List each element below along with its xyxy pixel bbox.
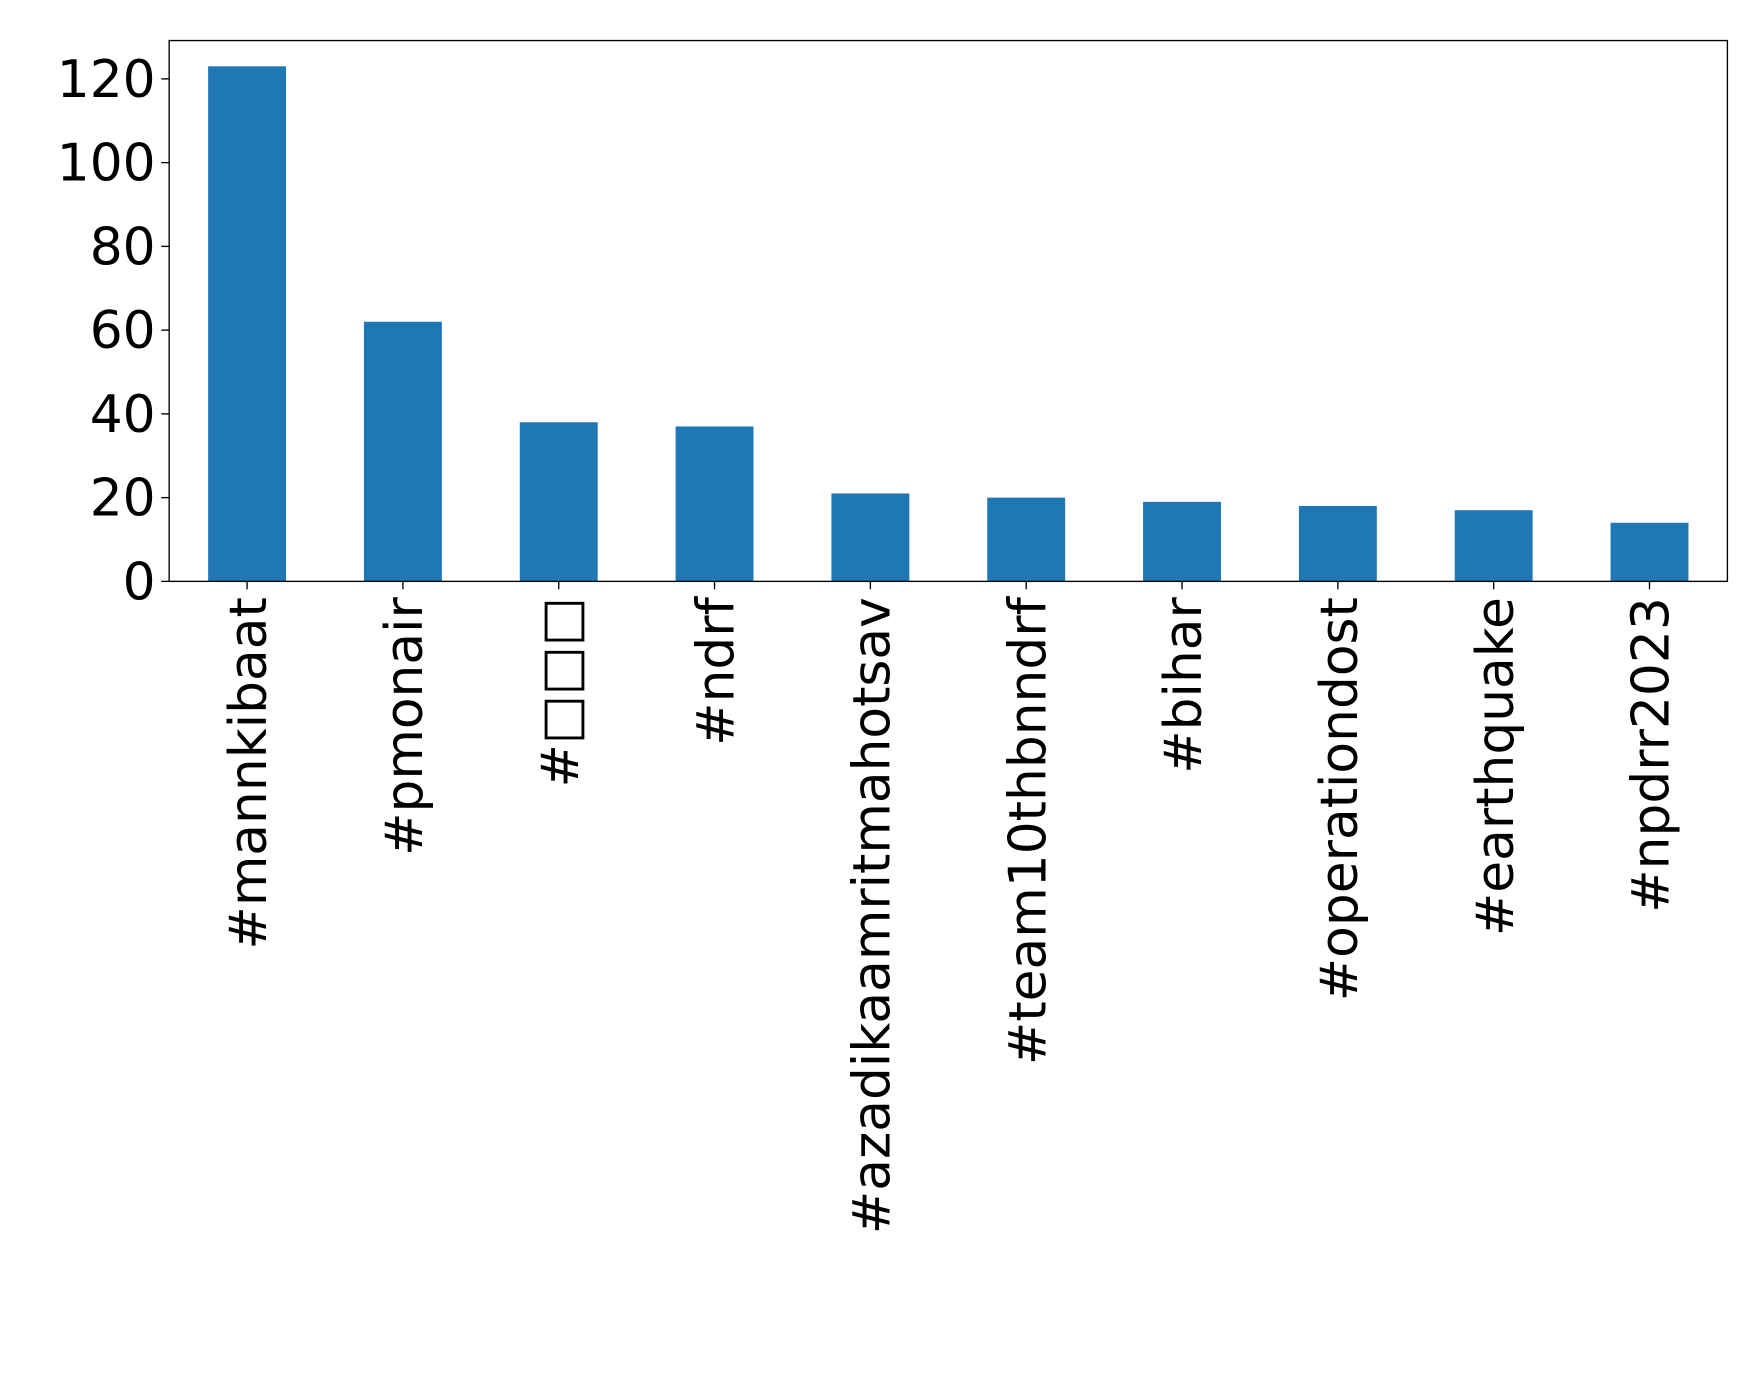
bar [208, 66, 287, 582]
x-tick-label: #npdrr2023 [1622, 597, 1682, 913]
y-tick-label: 100 [57, 134, 156, 194]
x-tick-label: #bihar [1154, 596, 1214, 773]
x-tick-label: #earthquake [1466, 597, 1526, 936]
bar [1143, 501, 1221, 582]
x-tick-label: #azadikaamritmahotsav [843, 597, 903, 1234]
x-tick-label: #□□□ [531, 597, 591, 787]
y-tick-label: 120 [57, 50, 156, 110]
plot-frame [168, 39, 1729, 583]
y-tick-label: 0 [123, 552, 156, 612]
bar [1610, 522, 1689, 582]
x-tick-label: #team10thbnndrf [998, 595, 1058, 1065]
y-tick-label: 40 [90, 385, 156, 445]
bar [675, 426, 754, 582]
bar [987, 497, 1066, 582]
x-tick-label: #pmonair [375, 596, 435, 855]
x-tick-label: #mannkibaat [219, 597, 279, 949]
y-tick-label: 80 [90, 217, 156, 277]
bar [363, 321, 442, 582]
x-tick-label: #ndrf [687, 595, 747, 745]
bar [831, 493, 910, 582]
y-tick-label: 20 [90, 469, 156, 529]
bar [519, 422, 598, 582]
bar [1454, 510, 1533, 582]
y-tick-label: 60 [90, 301, 156, 361]
x-tick-label: #operationdost [1310, 597, 1370, 1001]
bar [1298, 506, 1377, 582]
